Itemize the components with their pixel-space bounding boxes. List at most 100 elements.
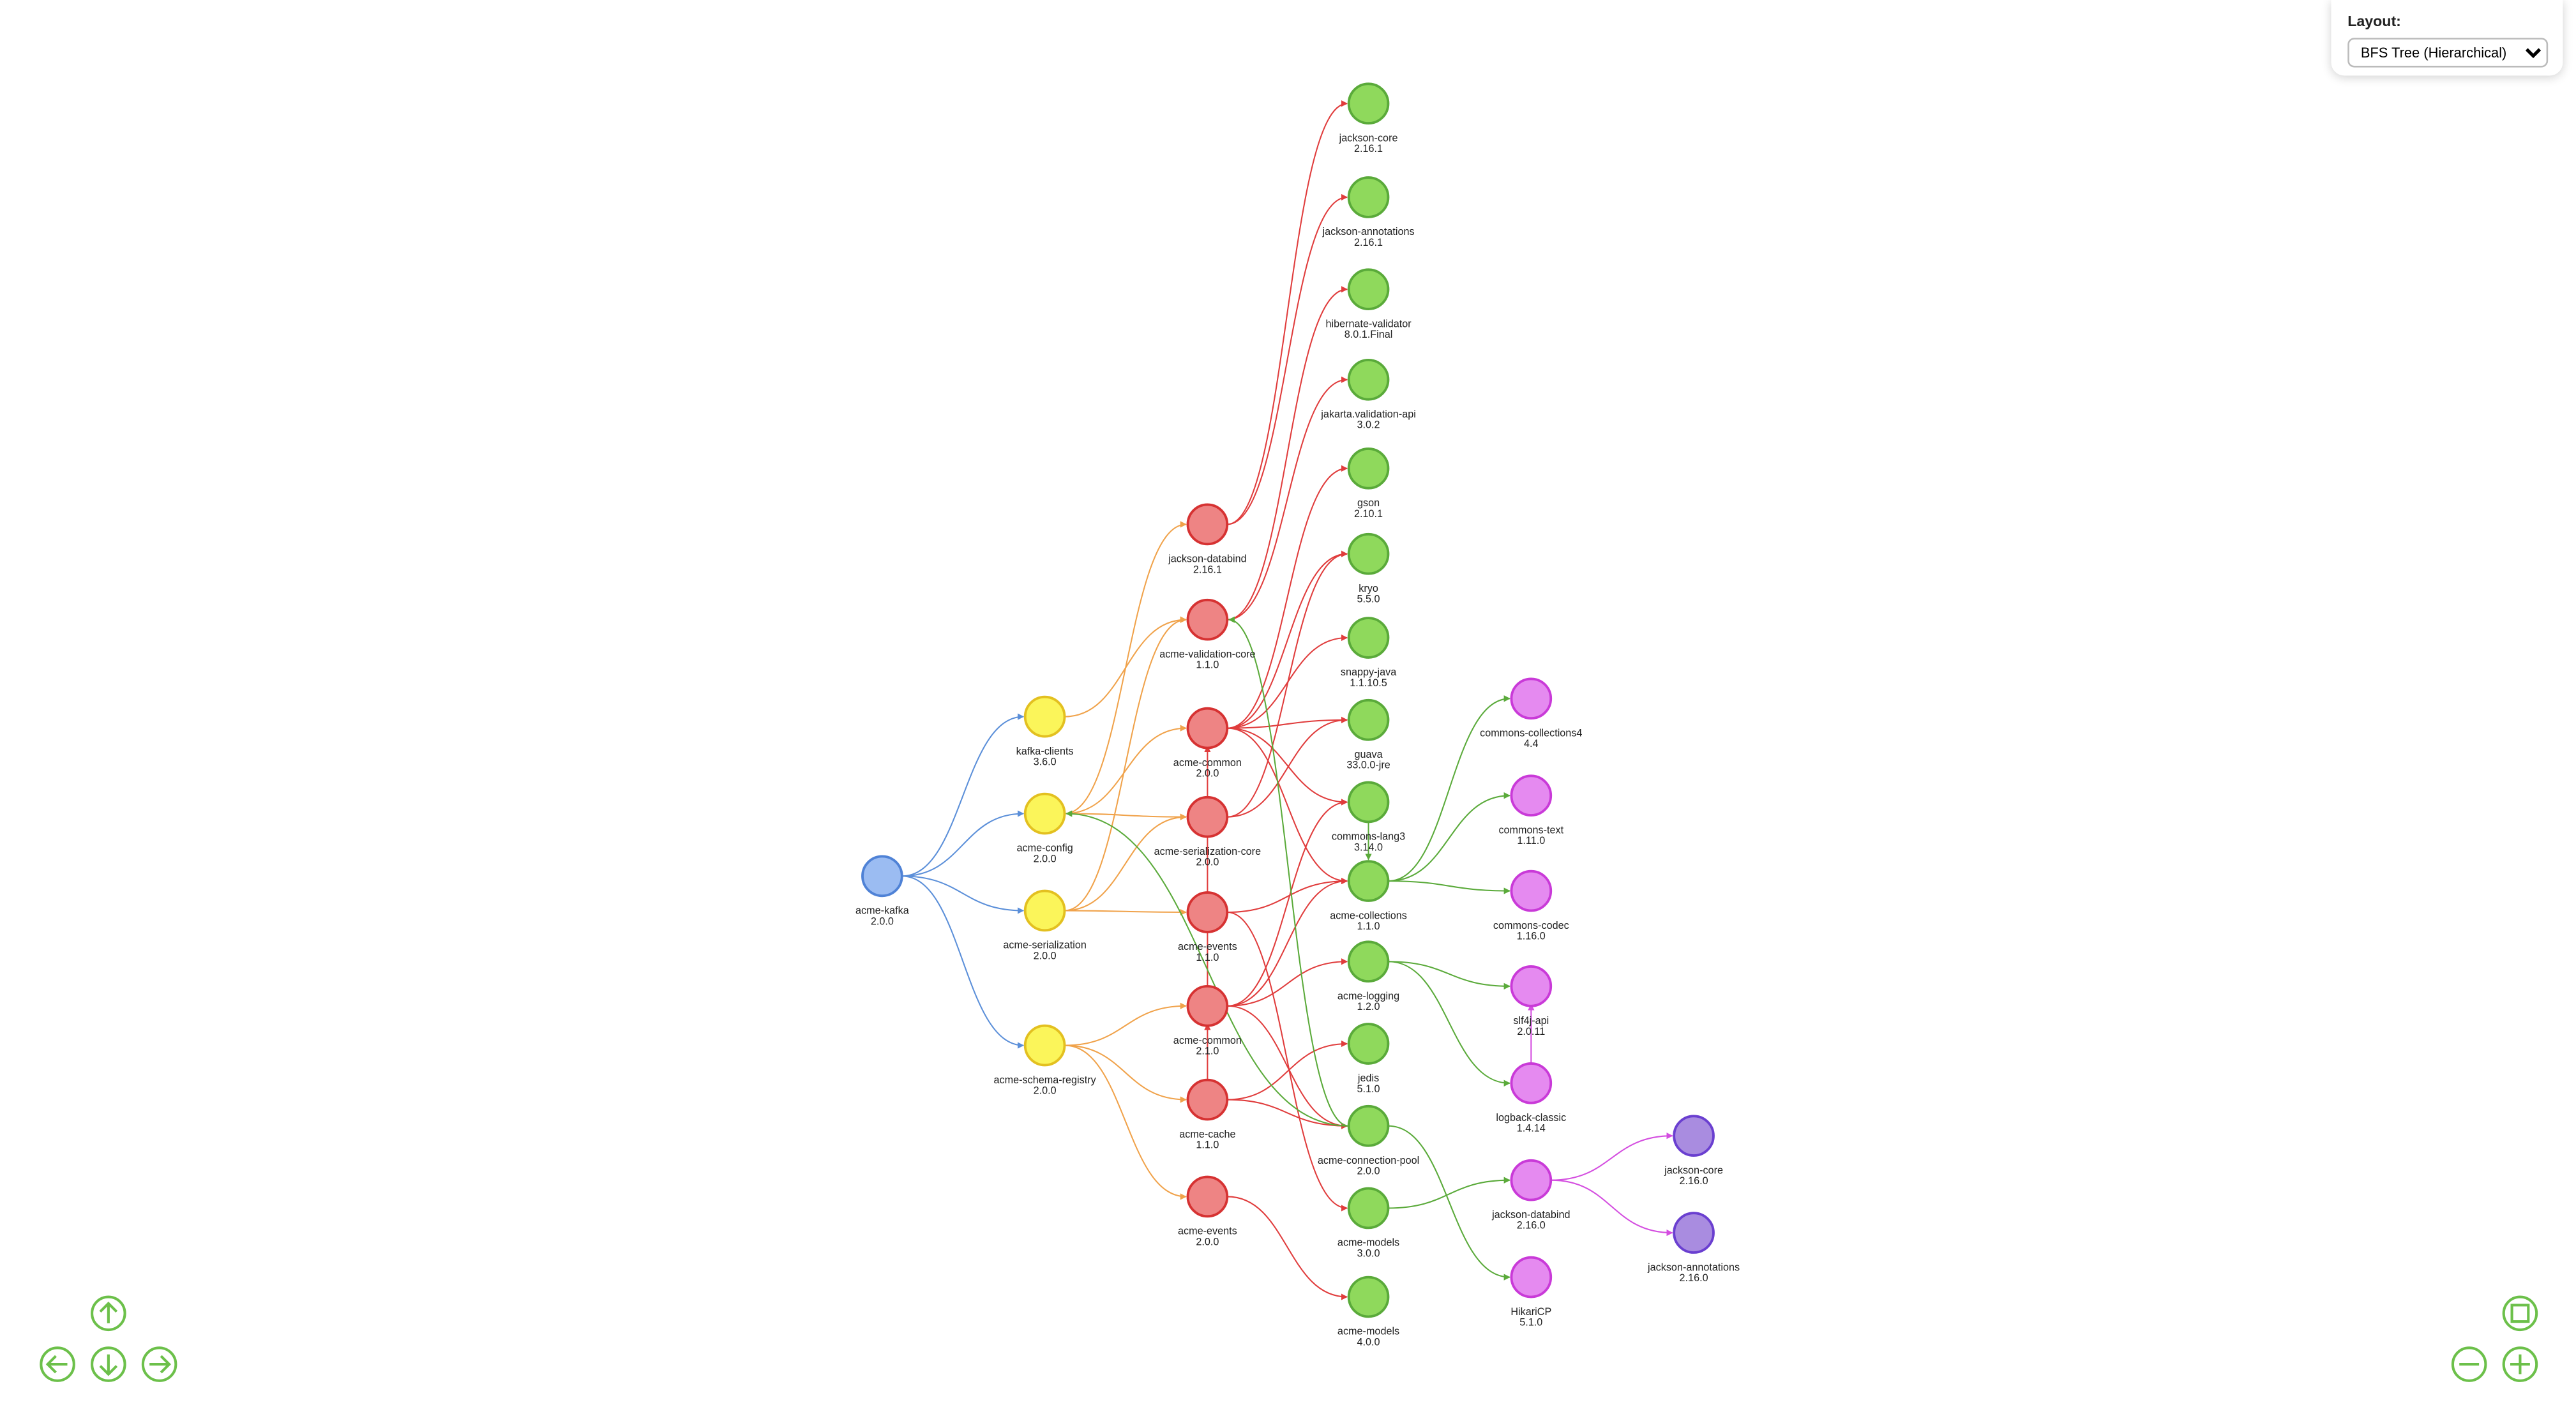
node-version: 2.16.1 xyxy=(1354,237,1383,248)
node-version: 4.0.0 xyxy=(1357,1336,1380,1348)
node-circle xyxy=(1347,1275,1390,1318)
edge xyxy=(1227,716,1348,818)
node-version: 5.5.0 xyxy=(1357,594,1380,605)
node-circle xyxy=(1347,860,1390,902)
layout-label: Layout: xyxy=(2347,13,2401,30)
zoom-in-button[interactable] xyxy=(2502,1346,2538,1382)
node-version: 2.0.0 xyxy=(1034,853,1057,864)
node-circle xyxy=(1186,503,1229,546)
edge xyxy=(1227,799,1348,1007)
node-label: kryo xyxy=(1359,583,1378,594)
node-version: 5.1.0 xyxy=(1357,1083,1380,1095)
node-label: acme-connection-pool xyxy=(1318,1155,1419,1166)
node-circle xyxy=(1510,677,1553,720)
node-label: acme-kafka xyxy=(855,905,910,917)
node-circle xyxy=(1023,889,1066,932)
node-version: 1.1.0 xyxy=(1357,921,1380,932)
edge xyxy=(1064,616,1187,912)
node-version: 1.16.0 xyxy=(1517,930,1546,942)
node-circle xyxy=(1510,1159,1553,1201)
zoom-out-button[interactable] xyxy=(2451,1346,2487,1382)
edge xyxy=(901,713,1025,877)
edge xyxy=(1227,877,1348,1007)
node-version: 2.0.0 xyxy=(1196,857,1219,868)
edge xyxy=(1064,908,1187,916)
pan-left-button[interactable] xyxy=(40,1346,75,1382)
node-version: 2.16.1 xyxy=(1354,143,1383,154)
node-label: acme-models xyxy=(1337,1237,1399,1249)
node-circle xyxy=(1347,1187,1390,1230)
node-version: 2.16.0 xyxy=(1680,1272,1708,1284)
edge xyxy=(1227,286,1348,621)
node-circle xyxy=(1510,1256,1553,1298)
node-label: acme-collections xyxy=(1330,910,1407,921)
pan-up-button[interactable] xyxy=(91,1295,126,1332)
node-label: jackson-databind xyxy=(1491,1209,1570,1221)
fit-button[interactable] xyxy=(2502,1295,2538,1332)
edges xyxy=(901,100,1673,1300)
node-label: acme-serialization xyxy=(1003,940,1087,951)
node-label: HikariCP xyxy=(1510,1306,1551,1318)
node-label: acme-common xyxy=(1173,757,1242,769)
node-circle xyxy=(1347,781,1390,824)
node-circle xyxy=(1347,268,1390,310)
pan-down-button[interactable] xyxy=(91,1346,126,1382)
edge xyxy=(1227,877,1348,914)
node-circle xyxy=(1510,869,1553,912)
layout-select[interactable]: BFS Tree (Hierarchical) xyxy=(2347,38,2549,68)
nav-controls xyxy=(40,1295,2538,1382)
node-version: 2.16.1 xyxy=(1193,564,1222,575)
node-circle xyxy=(1347,358,1390,401)
node-version: 5.1.0 xyxy=(1519,1317,1542,1328)
node-label: jackson-databind xyxy=(1168,553,1246,565)
node-circle xyxy=(1347,698,1390,741)
pan-right-button[interactable] xyxy=(141,1346,177,1382)
node-version: 3.14.0 xyxy=(1354,841,1383,853)
node-version: 2.0.0 xyxy=(1034,1085,1057,1097)
edge xyxy=(1227,727,1348,885)
edge xyxy=(1227,376,1348,621)
node-circle xyxy=(1186,984,1229,1027)
node-version: 2.16.0 xyxy=(1680,1175,1708,1187)
node-label: acme-serialization-core xyxy=(1154,846,1261,857)
node-label: jackson-annotations xyxy=(1322,226,1415,237)
